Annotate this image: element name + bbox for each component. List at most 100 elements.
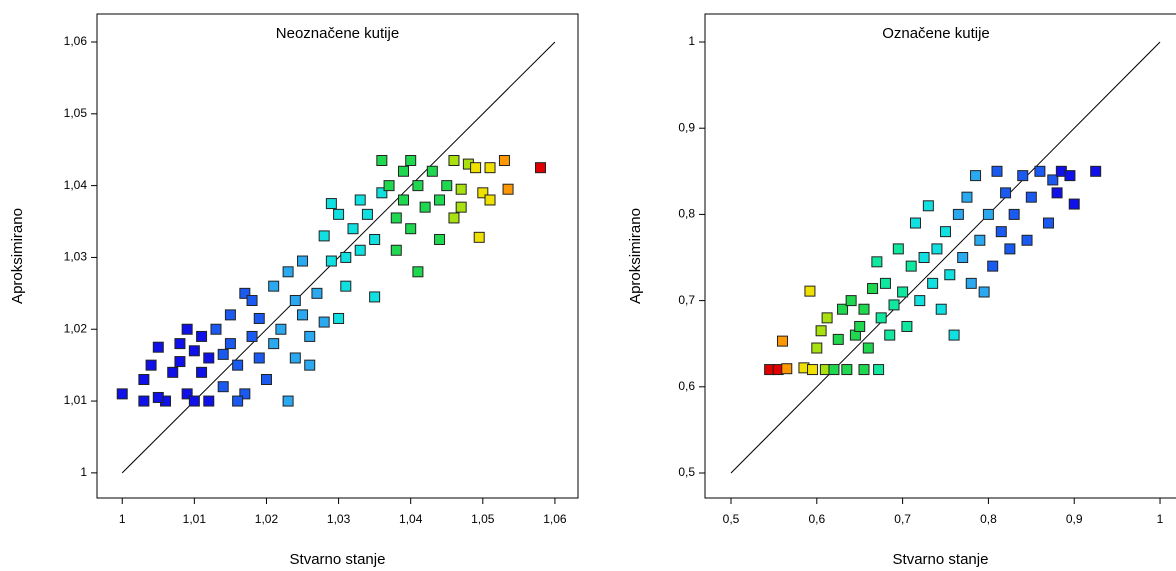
point	[369, 233, 381, 245]
point	[217, 381, 229, 393]
point	[426, 165, 438, 177]
point	[297, 309, 309, 321]
point	[987, 260, 999, 272]
point	[145, 359, 157, 371]
point	[390, 244, 402, 256]
point	[905, 260, 917, 272]
point	[448, 154, 460, 166]
point	[781, 363, 793, 375]
y-tick-label: 0,5	[678, 465, 695, 479]
point	[282, 395, 294, 407]
point	[888, 299, 900, 311]
point	[383, 180, 395, 192]
y-tick-label: 1,06	[64, 34, 88, 48]
point	[354, 244, 366, 256]
point	[952, 208, 964, 220]
point	[873, 364, 885, 376]
point	[1068, 198, 1080, 210]
point	[982, 208, 994, 220]
x-tick-label: 1	[1157, 512, 1164, 526]
point	[318, 230, 330, 242]
point	[361, 208, 373, 220]
point	[347, 223, 359, 235]
y-tick-label: 1,01	[64, 393, 88, 407]
point	[340, 280, 352, 292]
point	[304, 359, 316, 371]
point	[152, 391, 164, 403]
point	[931, 243, 943, 255]
point	[901, 320, 913, 332]
point	[918, 252, 930, 264]
point	[282, 266, 294, 278]
point	[845, 295, 857, 307]
point	[188, 345, 200, 357]
y-tick-label: 0,9	[678, 120, 695, 134]
point	[376, 154, 388, 166]
point	[821, 312, 833, 324]
chart-title: Označene kutije	[882, 25, 990, 42]
point	[297, 255, 309, 267]
x-tick-label: 0,7	[894, 512, 911, 526]
point	[1090, 165, 1102, 177]
point	[412, 180, 424, 192]
point	[239, 287, 251, 299]
point	[1021, 234, 1033, 246]
y-tick-label: 1,04	[64, 178, 88, 192]
point	[871, 256, 883, 268]
point	[260, 374, 272, 386]
point	[246, 295, 258, 307]
point	[1047, 174, 1059, 186]
point	[995, 226, 1007, 238]
y-tick-label: 0,7	[678, 293, 695, 307]
plot-frame	[96, 13, 579, 499]
point	[434, 194, 446, 206]
point	[1025, 191, 1037, 203]
x-axis-label: Stvarno stanje	[290, 551, 386, 568]
point	[232, 359, 244, 371]
point	[804, 285, 816, 297]
y-tick-label: 1,03	[64, 250, 88, 264]
point	[116, 388, 128, 400]
point	[246, 330, 258, 342]
point	[217, 348, 229, 360]
point	[419, 201, 431, 213]
point	[892, 243, 904, 255]
point	[927, 277, 939, 289]
point	[978, 286, 990, 298]
point	[354, 194, 366, 206]
point	[867, 283, 879, 295]
point	[340, 251, 352, 263]
x-tick-label: 1	[119, 512, 126, 526]
plot-frame	[704, 13, 1176, 499]
point	[174, 356, 186, 368]
point	[970, 170, 982, 182]
y-axis-label: Aproksimirano	[627, 208, 644, 304]
point	[484, 162, 496, 174]
point	[776, 335, 788, 347]
point	[1064, 170, 1076, 182]
y-tick-label: 1	[80, 465, 87, 479]
point	[253, 352, 265, 364]
point	[961, 191, 973, 203]
point	[935, 303, 947, 315]
point	[188, 395, 200, 407]
point	[940, 226, 952, 238]
point	[909, 217, 921, 229]
point	[879, 277, 891, 289]
point	[181, 323, 193, 335]
point	[858, 364, 870, 376]
point	[991, 165, 1003, 177]
point	[289, 352, 301, 364]
point	[325, 255, 337, 267]
point	[448, 212, 460, 224]
point	[203, 352, 215, 364]
point	[470, 162, 482, 174]
y-tick-label: 1	[688, 34, 695, 48]
point	[1000, 187, 1012, 199]
point	[841, 364, 853, 376]
point	[397, 194, 409, 206]
point	[196, 330, 208, 342]
x-axis-label: Stvarno stanje	[893, 551, 989, 568]
point	[484, 194, 496, 206]
y-tick-label: 0,6	[678, 379, 695, 393]
